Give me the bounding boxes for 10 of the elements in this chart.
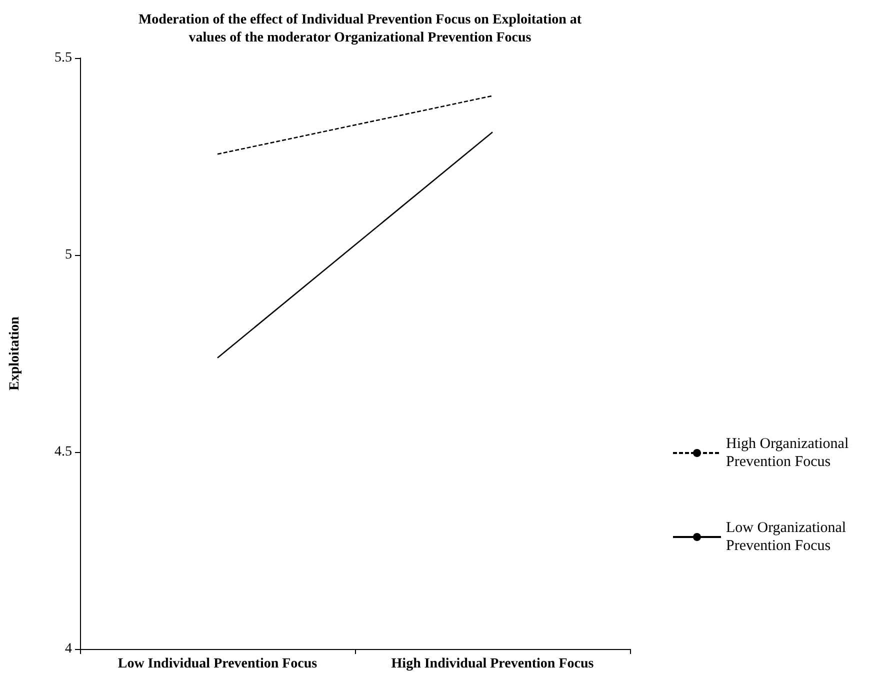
y-tick-label: 4.5 xyxy=(54,444,72,460)
x-tick-label: Low Individual Prevention Focus xyxy=(118,656,318,672)
legend-label: High Organizational Prevention Focus xyxy=(726,436,852,470)
y-axis-title: Exploitation xyxy=(8,316,22,390)
chart-title: Moderation of the effect of Individual Prevention Focus on Exploitation at values of the moderator Organizational Prevention Focus xyxy=(138,12,582,46)
legend-label: Low Organizational Prevention Focus xyxy=(726,520,850,554)
x-tick-label: High Individual Prevention Focus xyxy=(391,656,594,672)
y-tick-label: 5.5 xyxy=(54,50,72,66)
y-tick-label: 5 xyxy=(65,248,72,262)
y-tick-label: 4 xyxy=(65,642,72,656)
